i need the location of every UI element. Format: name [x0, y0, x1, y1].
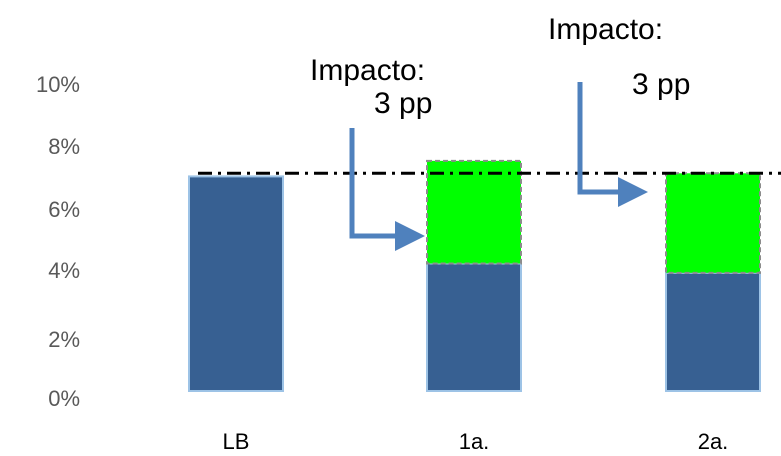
y-tick-label: 0% [48, 386, 80, 411]
annotation-title: Impacto: [310, 54, 425, 87]
annotation-value: 3 pp [632, 68, 690, 101]
x-tick-label: 1a. [459, 429, 490, 454]
y-tick-label: 8% [48, 134, 80, 159]
annotation-arrow [349, 128, 425, 251]
bar-segment-1a-1 [426, 159, 522, 265]
bar-segment-1a-0 [426, 262, 522, 392]
y-tick-label: 2% [48, 327, 80, 352]
y-tick-label: 4% [48, 258, 80, 283]
bar-segment-2a-0 [665, 271, 761, 393]
x-tick-label: 2a. [698, 429, 729, 454]
x-axis: LB 1a. 2a. [223, 429, 729, 454]
annotation-2a: Impacto: 3 pp [548, 13, 690, 207]
bars-group [188, 159, 761, 393]
bar-segment-2a-1 [665, 172, 761, 274]
y-tick-label: 10% [36, 72, 80, 97]
bar-segment-LB-0 [188, 175, 284, 392]
annotation-arrow [577, 82, 648, 207]
x-tick-label: LB [223, 429, 250, 454]
annotation-title: Impacto: [548, 13, 663, 46]
y-tick-label: 6% [48, 197, 80, 222]
annotation-value: 3 pp [374, 87, 432, 120]
annotation-1a: Impacto: 3 pp [310, 54, 432, 251]
y-axis: 0% 2% 4% 6% 8% 10% [36, 72, 80, 411]
